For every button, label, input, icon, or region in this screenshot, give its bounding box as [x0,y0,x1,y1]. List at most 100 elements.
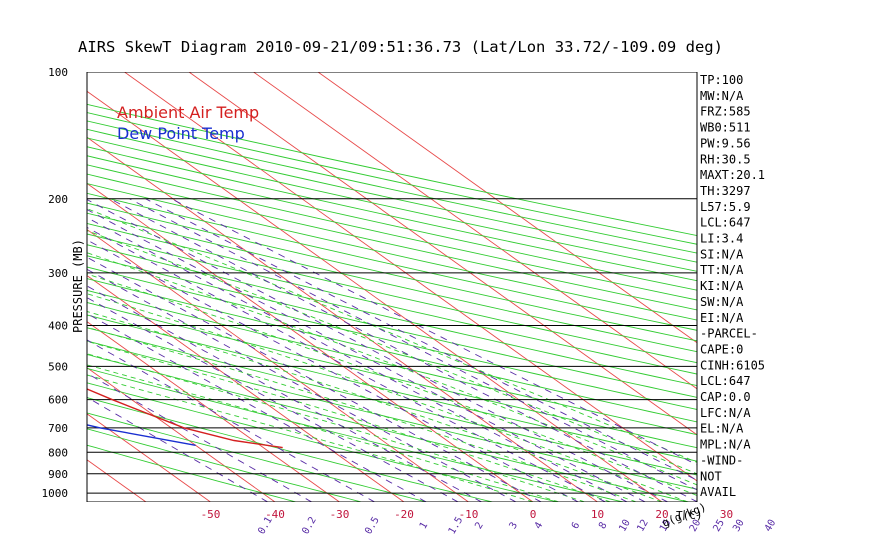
dry-adiabats [87,103,697,502]
bottom-tick-label: -20 [394,508,414,521]
index-value: MAXT:20.1 [700,168,765,182]
isotherm-line [0,72,82,502]
dry-adiabat-line [87,278,697,423]
moist-adiabat-line [87,374,534,502]
moist-adiabat-line [87,340,611,502]
index-value: MW:N/A [700,89,744,103]
legend-ambient-air-temp: Ambient Air Temp [117,103,259,122]
mixing-ratio-tick-label: 3 [508,520,521,531]
dry-adiabat-line [87,223,697,364]
isotherm-line [87,182,534,502]
dry-adiabat-line [87,289,697,436]
isotherm-line [87,275,405,502]
isotherm-line [87,321,340,502]
index-value: FRZ:585 [700,105,751,119]
mixing-ratio-tick-label: 15 [658,518,674,534]
isobars [87,72,697,502]
isotherm-line [87,136,598,502]
bottom-tick-label: 10 [591,508,604,521]
isotherm-line [87,367,276,502]
dry-adiabat-line [87,255,697,398]
mixing-ratio-tick-label: 40 [763,518,779,534]
mixing-ratio-line [87,209,646,502]
bottom-tick-label: -10 [459,508,479,521]
dry-adiabat-line [87,137,697,272]
dry-adiabat-line [87,212,697,353]
index-value: LCL:647 [700,216,751,230]
mixing-ratio-line [129,198,697,491]
dry-adiabat-line [87,314,697,462]
mixing-ratio-tick-label: 8 [597,520,610,531]
pressure-tick-label: 100 [48,66,68,79]
series-line [87,388,283,449]
index-value: CAP:0.0 [700,390,751,404]
pressure-tick-label: 300 [48,267,68,280]
mixing-ratio-line [87,239,579,502]
index-value: NOT [700,469,722,483]
dry-adiabat-line [87,444,297,502]
mixing-ratio-line [145,198,697,481]
pressure-tick-label: 500 [48,360,68,373]
dry-adiabat-line [87,155,697,291]
pressure-tick-labels: 100 200 300 400 500 600 700 800 900 1000 [42,66,69,500]
index-value: -PARCEL- [700,327,758,341]
isotherm-line [253,72,697,390]
pressure-tick-label: 600 [48,394,68,407]
dry-adiabat-line [87,164,697,301]
index-value: RH:30.5 [700,152,751,166]
dry-adiabat-line [87,233,697,375]
mixing-ratio-line [87,217,628,502]
dry-adiabat-line [87,183,697,321]
data-series [87,388,283,449]
mixing-ratio-line [87,285,482,502]
index-value: L57:5.9 [700,200,751,214]
mixing-ratio-tick-label: 0.5 [363,515,382,536]
pressure-tick-label: 200 [48,193,68,206]
index-value: LI:3.4 [700,232,743,246]
moist-adiabat-line [87,273,697,496]
index-value: TT:N/A [700,263,744,277]
bottom-tick-label: -40 [265,508,285,521]
mixing-ratio-tick-label: 6 [570,520,583,531]
mixing-ratio-tick-label: 30 [731,518,747,534]
pressure-tick-label: 1000 [42,487,69,500]
moist-adiabat-line [87,326,637,502]
dry-adiabat-line [87,192,697,331]
dry-adiabat-line [87,244,697,387]
y-axis-label: PRESSURE (MB) [71,239,85,333]
mixing-ratio-line [87,297,459,502]
index-value: TP:100 [700,73,743,87]
dry-adiabat-line [87,146,697,282]
moist-adiabat-line [87,208,697,463]
mixing-ratio-line [87,199,669,502]
mixing-ratio-line [87,256,542,502]
index-value: LCL:647 [700,374,751,388]
index-value: PW:9.56 [700,136,751,150]
mixing-ratio-line [87,339,375,502]
dry-adiabat-line [87,173,697,311]
pressure-tick-label: 700 [48,422,68,435]
moist-adiabat-line [87,353,585,502]
index-value: SI:N/A [700,247,744,261]
legend: Ambient Air Temp Dew Point Temp [117,103,259,143]
mixing-ratio-tick-label: 4 [533,520,546,531]
dry-adiabat-line [87,266,697,410]
isotherm-line [0,72,17,502]
dry-adiabat-line [87,202,697,342]
bottom-axis-tick-labels: -50 -40 -30 -20 -10 0 10 20 30 [201,508,734,521]
mixing-ratio-tick-label: 0.2 [300,515,319,536]
dry-adiabat-line [87,397,493,502]
index-value: KI:N/A [700,279,744,293]
bottom-tick-label: 30 [720,508,733,521]
bottom-tick-label: 0 [530,508,537,521]
moist-adiabat-line [87,252,697,486]
index-value: CAPE:0 [700,342,743,356]
dry-adiabat-line [87,412,428,502]
mixing-ratio-line [87,268,517,502]
legend-dew-point-temp: Dew Point Temp [117,124,245,143]
mixing-ratio-line [87,372,313,502]
mixing-ratio-line [171,198,697,466]
dry-adiabat-line [87,340,697,490]
index-value: LFC:N/A [700,406,751,420]
